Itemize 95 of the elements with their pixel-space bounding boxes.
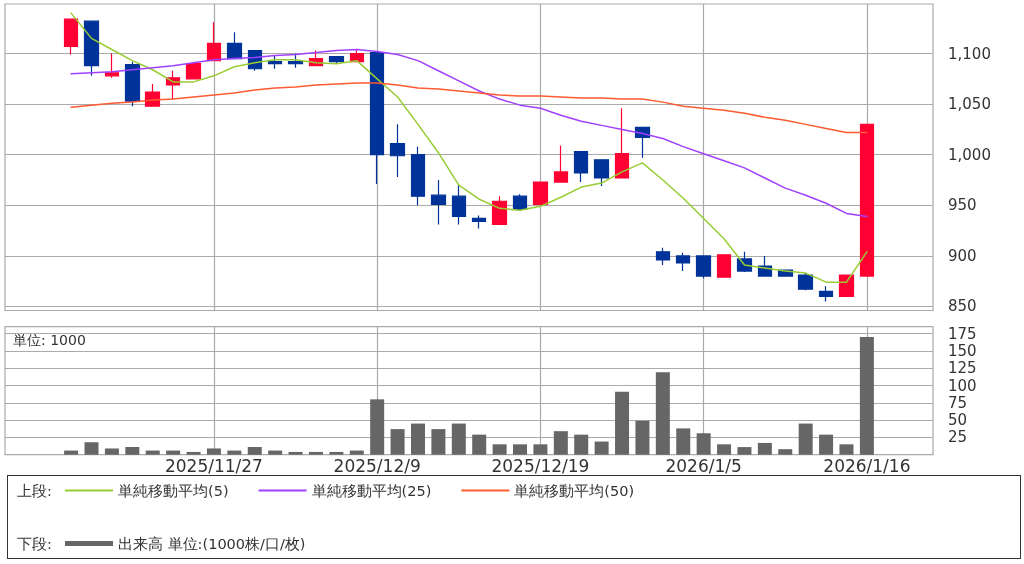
y-tick-label: 75	[948, 393, 968, 412]
bar	[410, 423, 425, 455]
bar	[635, 420, 650, 455]
bar	[737, 447, 752, 455]
candlestick	[695, 255, 712, 279]
bar	[145, 450, 160, 455]
candlestick	[797, 272, 814, 291]
candlestick	[838, 274, 855, 297]
bar	[533, 444, 548, 455]
y-tick-label: 150	[948, 341, 977, 360]
y-tick-label: 1,000	[948, 145, 991, 164]
bar	[859, 337, 874, 455]
bar	[717, 444, 732, 455]
candlestick	[818, 285, 834, 302]
bar	[696, 433, 711, 455]
y-tick-label: 850	[948, 297, 977, 316]
bar	[655, 372, 670, 455]
candlestick	[389, 123, 406, 178]
bar	[206, 448, 221, 455]
bar	[553, 431, 568, 455]
bar	[676, 428, 691, 455]
bar	[757, 442, 772, 455]
bar	[431, 429, 446, 455]
candlestick	[430, 179, 447, 226]
bar	[839, 444, 854, 455]
candlestick	[471, 214, 487, 230]
line-series	[70, 12, 868, 283]
legend-title: 下段:	[17, 535, 52, 552]
bar	[247, 447, 262, 455]
candlestick	[83, 20, 100, 77]
candlestick	[104, 52, 120, 79]
candlestick	[451, 184, 467, 226]
x-tick-label: 2026/1/16	[823, 456, 911, 477]
bar	[104, 448, 119, 455]
candlestick	[226, 31, 243, 60]
line-series	[70, 82, 868, 134]
bar	[492, 444, 507, 455]
y-tick-label: 900	[948, 246, 977, 265]
bar	[349, 450, 364, 455]
bar	[574, 434, 589, 455]
bar	[513, 444, 528, 455]
candlestick	[410, 146, 426, 206]
line-series	[70, 48, 868, 218]
bar	[451, 423, 466, 455]
legend-title: 上段:	[17, 482, 52, 499]
x-tick-label: 2025/11/27	[164, 456, 263, 477]
candlestick	[206, 21, 222, 62]
legend-label: 単純移動平均(5)	[118, 482, 229, 499]
y-tick-label: 50	[948, 411, 968, 430]
candlestick	[593, 159, 610, 187]
y-tick-label: 25	[948, 428, 968, 447]
x-tick-label: 2025/12/9	[333, 456, 421, 477]
candlestick	[63, 18, 79, 56]
bar	[227, 450, 242, 455]
y-tick-label: 175	[948, 324, 977, 343]
candlestick	[185, 61, 202, 80]
bar	[798, 423, 813, 455]
bar	[370, 399, 385, 455]
legend-label: 出来高 単位:(1000株/口/枚)	[118, 535, 306, 552]
bar	[268, 450, 283, 455]
bar	[186, 451, 201, 455]
candlestick	[553, 145, 569, 183]
x-tick-label: 2025/12/19	[491, 456, 590, 477]
bar	[166, 450, 181, 455]
legend-label: 単純移動平均(50)	[514, 482, 635, 499]
bar	[819, 434, 834, 455]
annotation: 単位: 1000	[13, 331, 86, 348]
candlestick	[675, 252, 691, 272]
bar	[778, 449, 793, 455]
candlestick	[328, 56, 345, 65]
candlestick	[716, 254, 732, 278]
bar	[125, 447, 140, 455]
bar	[288, 451, 303, 455]
y-tick-label: 125	[948, 359, 977, 378]
y-tick-label: 100	[948, 376, 977, 395]
candlestick	[614, 107, 630, 179]
legend-label: 単純移動平均(25)	[311, 482, 432, 499]
candlestick	[512, 193, 528, 210]
bar	[64, 450, 79, 455]
bar	[329, 451, 344, 455]
bar	[390, 429, 405, 455]
bar	[308, 451, 323, 455]
y-tick-label: 950	[948, 196, 977, 215]
y-tick-label: 1,100	[948, 44, 991, 63]
bar	[615, 391, 630, 455]
bar	[594, 441, 609, 455]
bar	[84, 442, 99, 455]
bar	[472, 434, 487, 455]
candlestick	[491, 195, 508, 226]
candlestick	[124, 61, 141, 107]
candlestick	[532, 181, 549, 205]
x-tick-label: 2026/1/5	[665, 456, 742, 477]
candlestick	[573, 151, 589, 183]
y-tick-label: 1,050	[948, 95, 991, 114]
candlestick	[655, 247, 671, 266]
